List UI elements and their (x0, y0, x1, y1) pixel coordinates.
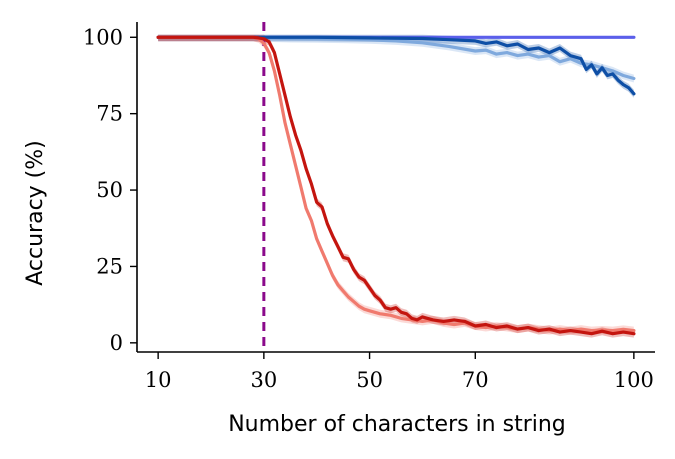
x-tick-label: 50 (356, 368, 383, 392)
y-tick-label: 0 (110, 331, 123, 355)
y-axis-title: Accuracy (%) (23, 140, 48, 286)
axes: 10 30 50 70 100 0 25 50 75 100 (83, 22, 655, 392)
x-tick-label: 30 (250, 368, 277, 392)
series-5-band (158, 34, 634, 338)
x-tick-label: 70 (462, 368, 489, 392)
series-lines (156, 22, 636, 352)
x-tick-label: 10 (145, 368, 172, 392)
series-4-line (156, 35, 636, 333)
confidence-bands (158, 34, 634, 338)
y-tick-label: 75 (96, 102, 123, 126)
x-tick-label: 100 (614, 368, 654, 392)
y-tick-label: 100 (83, 25, 123, 49)
y-tick-label: 50 (96, 178, 123, 202)
series-3-line (156, 35, 636, 96)
series-4-band (158, 34, 634, 335)
y-tick-label: 25 (96, 254, 123, 278)
series-3-band (158, 34, 634, 98)
x-axis-title: Number of characters in string (228, 412, 566, 437)
series-5-line (156, 35, 636, 336)
